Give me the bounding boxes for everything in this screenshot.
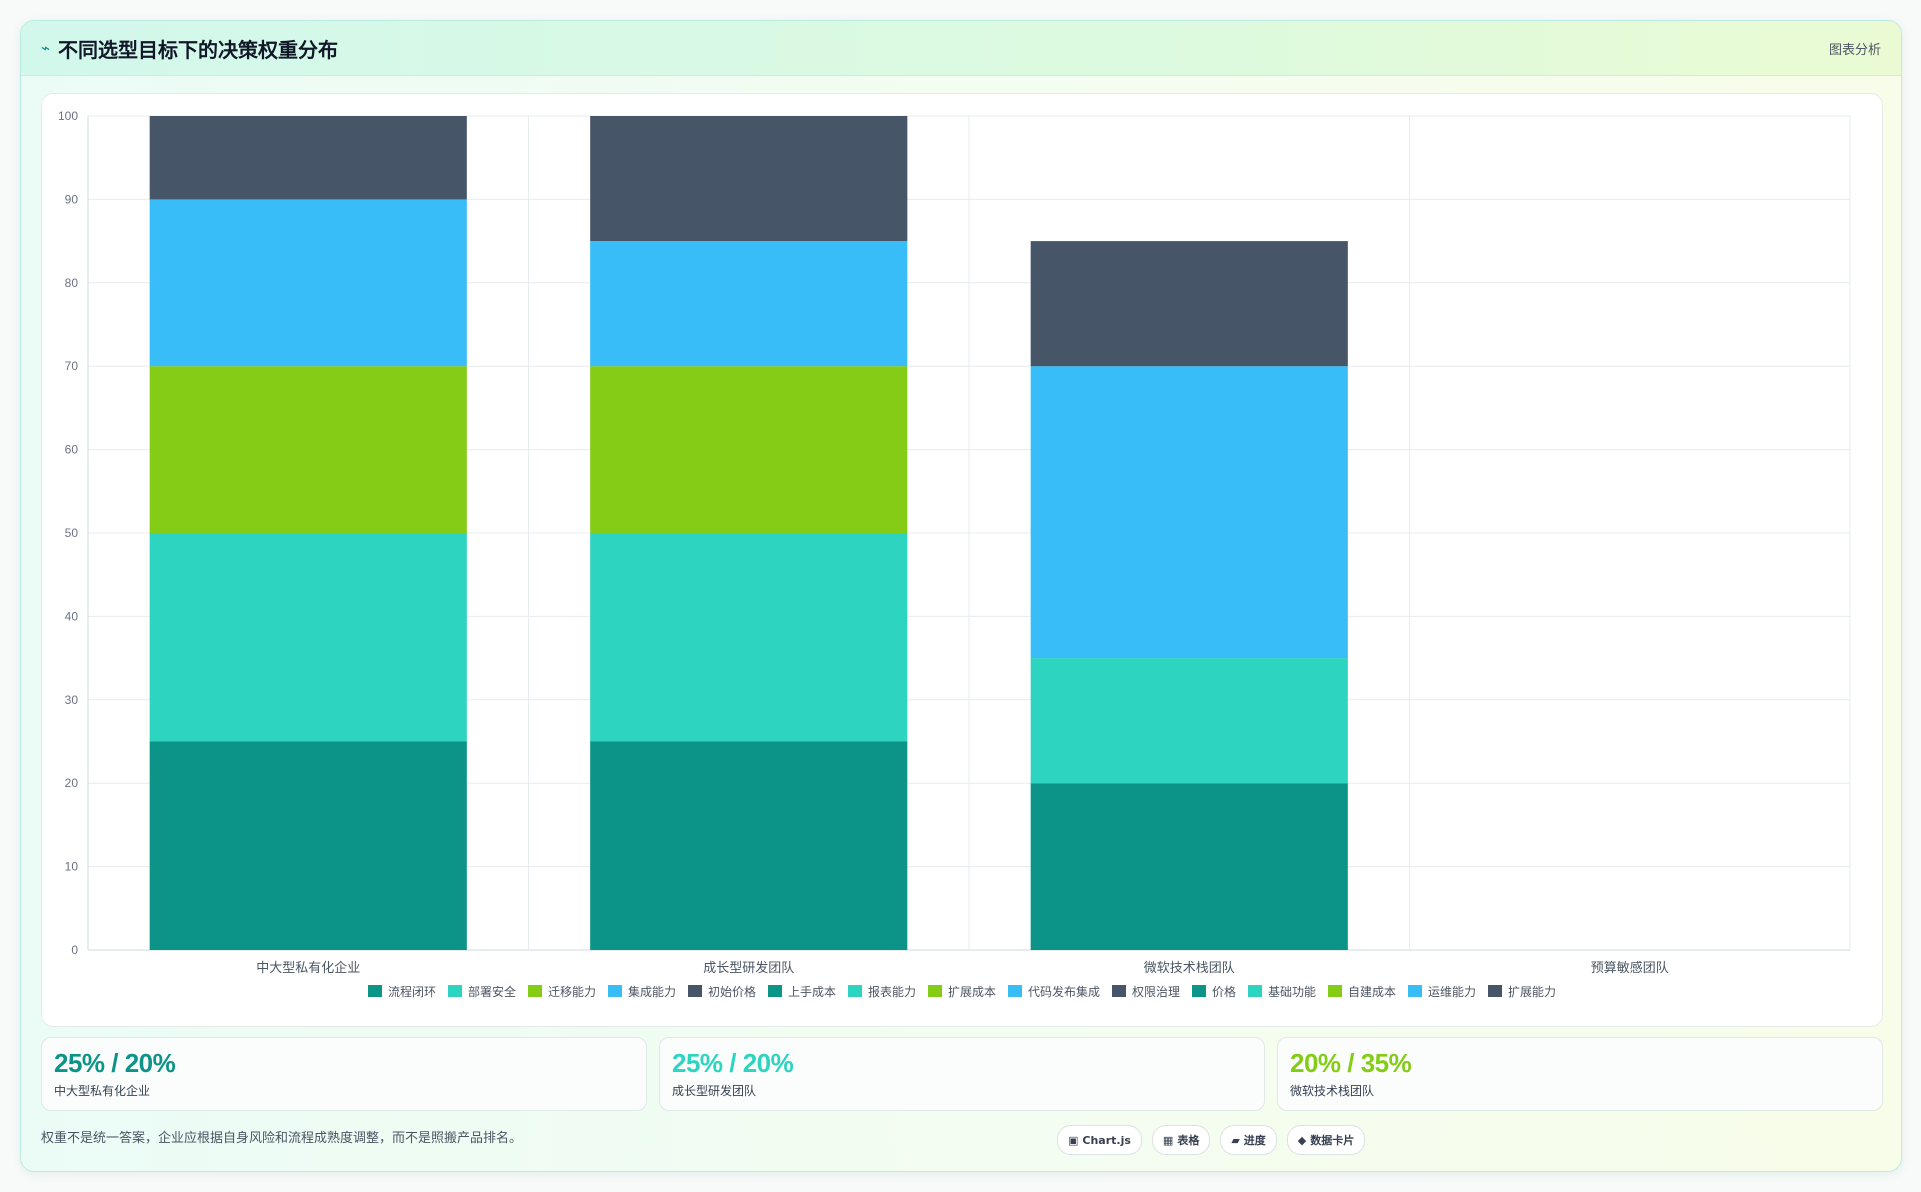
stacked-bar-chart: 0 10 20 30 40 50 60 70 80 90 100 中大型私有化企业 成长型研发团队 微软技… (58, 109, 1851, 999)
trend-icon: ⌁ (41, 39, 51, 57)
y-tick-label: 0 (71, 943, 78, 957)
bar-segment (149, 199, 467, 367)
bar-segment (590, 741, 908, 950)
chip-label: 表格 (1177, 1134, 1200, 1147)
chart-panel: 0 10 20 30 40 50 60 70 80 90 100 中大型私有化企业 成长型研发团队 微软技… (41, 93, 1883, 1027)
page-title: 不同选型目标下的决策权重分布 (58, 37, 339, 62)
stat-label: 微软技术栈团队 (1290, 1084, 1375, 1098)
legend-swatch (528, 985, 542, 997)
progress-icon: ▰ (1231, 1133, 1240, 1147)
stat-label: 成长型研发团队 (672, 1084, 757, 1098)
chip-table[interactable]: ▦ 表格 (1151, 1125, 1211, 1155)
bar-segment (149, 741, 467, 950)
legend-swatch (1408, 985, 1422, 997)
legend-entry: 报表能力 (868, 984, 916, 999)
legend-swatch (1192, 985, 1206, 997)
bar-segment (1030, 366, 1348, 659)
bar-segment (590, 241, 908, 367)
legend-entry: 基础功能 (1268, 985, 1316, 999)
legend-entry: 价格 (1212, 984, 1236, 999)
bar-segment (590, 116, 908, 242)
stat-value: 25% / 20% (672, 1048, 794, 1078)
stat-card-3: 20% / 35% 微软技术栈团队 (1277, 1037, 1883, 1111)
y-tick-label: 100 (58, 109, 78, 123)
chip-label: 进度 (1243, 1134, 1266, 1147)
legend-entry: 部署安全 (468, 984, 516, 999)
x-tick-label: 预算敏感团队 (1591, 960, 1669, 976)
card-header: ⌁ 不同选型目标下的决策权重分布 图表分析 (21, 21, 1901, 76)
legend-entry: 上手成本 (788, 985, 836, 999)
title-wrap: ⌁ 不同选型目标下的决策权重分布 (41, 34, 338, 63)
chip-chartjs[interactable]: ▣ Chart.js (1057, 1125, 1142, 1155)
legend-swatch (1008, 985, 1022, 997)
y-tick-label: 90 (65, 192, 79, 206)
legend-swatch (1112, 985, 1126, 997)
chart-icon: ▣ (1068, 1133, 1079, 1147)
footnote: 权重不是统一答案，企业应根据自身风险和流程成熟度调整，而不是照搬产品排名。 (41, 1131, 523, 1146)
stat-value: 20% / 35% (1290, 1048, 1412, 1078)
stat-card-1: 25% / 20% 中大型私有化企业 (41, 1037, 647, 1111)
stat-row: 25% / 20% 中大型私有化企业 25% / 20% 成长型研发团队 20%… (41, 1037, 1883, 1111)
legend-swatch (368, 985, 382, 997)
bar-segment (1030, 783, 1348, 950)
legend-swatch (1328, 985, 1342, 997)
legend-entry: 扩展能力 (1508, 985, 1556, 999)
legend-swatch (848, 985, 862, 997)
x-tick-label: 中大型私有化企业 (256, 960, 360, 976)
chart-analysis-tag: 图表分析 (1828, 42, 1881, 58)
y-tick-label: 80 (65, 276, 79, 290)
y-tick-label: 60 (65, 443, 79, 457)
legend-entry: 迁移能力 (548, 985, 596, 999)
legend-swatch (448, 985, 462, 997)
y-tick-label: 30 (65, 693, 79, 707)
legend-swatch (608, 985, 622, 997)
feature-chips: ▣ Chart.js ▦ 表格 ▰ 进度 ◆ 数据卡片 (1057, 1125, 1366, 1155)
bar-segment (1030, 241, 1348, 367)
bar-segment (149, 366, 467, 533)
bar-segment (590, 533, 908, 742)
table-icon: ▦ (1162, 1133, 1174, 1147)
chart-card: ⌁ 不同选型目标下的决策权重分布 图表分析 0 10 20 30 40 50 60 70 80 9… (20, 20, 1902, 1172)
legend-entry: 流程闭环 (388, 984, 436, 999)
y-tick-label: 70 (65, 359, 79, 373)
chip-label: Chart.js (1082, 1133, 1131, 1147)
bar-segment (149, 116, 467, 200)
legend-entry: 集成能力 (628, 984, 676, 999)
legend-swatch (768, 985, 782, 997)
legend-entry: 运维能力 (1428, 985, 1476, 999)
bar-segment (149, 533, 467, 742)
diamond-icon: ◆ (1297, 1133, 1307, 1147)
y-tick-label: 20 (65, 776, 79, 790)
legend-swatch (1248, 985, 1262, 997)
legend-entry: 代码发布集成 (1028, 984, 1100, 999)
y-tick-label: 40 (65, 609, 79, 623)
x-tick-label: 成长型研发团队 (703, 960, 794, 976)
legend-entry: 扩展成本 (948, 985, 996, 999)
x-tick-label: 微软技术栈团队 (1144, 961, 1235, 976)
legend-swatch (928, 985, 942, 997)
y-tick-label: 10 (65, 860, 79, 874)
legend-swatch (688, 985, 702, 997)
stat-value: 25% / 20% (54, 1048, 176, 1078)
bar-segment (590, 366, 908, 533)
chip-progress[interactable]: ▰ 进度 (1220, 1125, 1277, 1155)
chip-label: 数据卡片 (1310, 1134, 1355, 1147)
legend-entry: 权限治理 (1132, 985, 1180, 999)
stat-card-2: 25% / 20% 成长型研发团队 (659, 1037, 1265, 1111)
legend-entry: 初始价格 (708, 984, 756, 999)
y-tick-label: 50 (65, 526, 79, 540)
legend-swatch (1488, 985, 1502, 997)
stat-label: 中大型私有化企业 (54, 1084, 151, 1098)
chip-data-card[interactable]: ◆ 数据卡片 (1286, 1125, 1366, 1155)
bar-segment (1030, 658, 1348, 784)
legend-entry: 自建成本 (1348, 985, 1396, 999)
